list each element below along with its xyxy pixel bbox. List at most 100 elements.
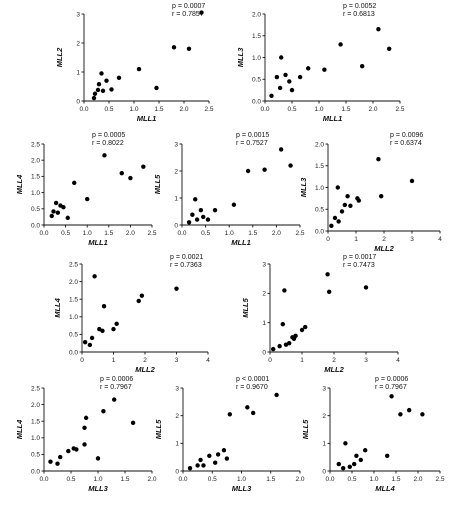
scatter-panel-10: 0.0 0.5 1.0 1.5 2.0 2.5 0 1 2 3 MLL4 MLL5 p = 0.0006… xyxy=(301,376,445,493)
y-axis-label: MLL4 xyxy=(15,419,24,439)
y-tick-label: 2.0 xyxy=(31,402,40,409)
y-tick-label: 0 xyxy=(322,468,326,475)
x-axis-label: MLL1 xyxy=(231,238,251,247)
x-tick-label: 0.0 xyxy=(178,476,187,483)
data-point xyxy=(100,88,106,94)
x-tick-label: 1.0 xyxy=(314,106,323,113)
p-value-label: p = 0.0096 xyxy=(390,132,423,139)
y-tick-label: 2.0 xyxy=(315,141,324,148)
x-tick-label: 0.5 xyxy=(201,230,210,237)
r-value-label: r = 0.6813 xyxy=(343,11,375,18)
data-point xyxy=(49,213,54,219)
x-axis-label: MLL3 xyxy=(232,484,252,493)
data-point xyxy=(245,405,250,410)
data-point xyxy=(288,163,293,168)
scatter-panel-1: 0.0 0.5 1.0 1.5 2.0 2.5 0 1 2 3 MLL1 MLL2 p = 0.0007… xyxy=(55,3,214,123)
y-tick-label: 0.5 xyxy=(315,207,324,214)
data-point xyxy=(325,272,330,277)
x-tick-label: 2.0 xyxy=(295,476,304,483)
x-tick-label: 0.5 xyxy=(61,230,70,237)
x-axis-label: MLL3 xyxy=(88,484,108,493)
x-tick-label: 0 xyxy=(326,236,330,243)
x-tick-label: 0.0 xyxy=(39,230,48,237)
data-point xyxy=(154,85,159,91)
data-point xyxy=(193,197,198,202)
data-point xyxy=(277,343,282,349)
x-tick-label: 1.0 xyxy=(369,476,378,483)
r-value-label: r = 0.7967 xyxy=(375,384,407,391)
scatter-panel-5: 0 1 2 3 4 0.0 0.5 1.0 1.5 2.0 MLL2 MLL3 p = 0.0096r … xyxy=(299,132,442,253)
data-point xyxy=(339,209,345,214)
y-tick-label: 0 xyxy=(262,349,266,356)
x-tick-label: 0.5 xyxy=(66,476,75,483)
data-point xyxy=(199,10,204,15)
y-tick-label: 0.0 xyxy=(31,222,40,229)
y-tick-label: 0.5 xyxy=(31,206,40,213)
x-tick-label: 3 xyxy=(175,357,179,364)
x-tick-label: 1.5 xyxy=(248,230,257,237)
data-point xyxy=(195,463,200,468)
data-point xyxy=(338,42,343,47)
x-tick-label: 0.0 xyxy=(325,476,334,483)
data-point xyxy=(271,346,276,352)
x-tick-label: 2.0 xyxy=(413,476,422,483)
x-tick-label: 1 xyxy=(354,236,358,243)
x-tick-label: 4 xyxy=(206,357,210,364)
data-point xyxy=(336,219,341,224)
data-point xyxy=(354,453,359,458)
p-value-label: p = 0.0005 xyxy=(92,132,125,139)
data-point xyxy=(376,157,381,162)
x-tick-label: 1.0 xyxy=(225,230,234,237)
data-point xyxy=(215,452,221,457)
x-axis-label: MLL4 xyxy=(375,484,395,493)
data-point xyxy=(112,397,117,402)
data-point xyxy=(287,79,292,84)
r-value-label: r = 0.9670 xyxy=(236,384,268,391)
x-tick-label: 0.0 xyxy=(177,230,186,237)
data-point xyxy=(387,46,392,51)
y-tick-label: 1.0 xyxy=(315,185,324,192)
y-tick-label: 1 xyxy=(76,69,80,76)
x-axis-label: MLL1 xyxy=(323,114,343,123)
data-point xyxy=(104,78,109,83)
y-tick-label: 3 xyxy=(175,385,179,392)
data-point xyxy=(306,66,311,71)
x-tick-label: 0.5 xyxy=(347,476,356,483)
y-tick-label: 2.0 xyxy=(252,11,261,18)
data-point xyxy=(99,71,104,76)
p-value-label: p = 0.0017 xyxy=(343,254,376,261)
x-axis-label: MLL1 xyxy=(137,114,157,123)
data-point xyxy=(343,441,348,446)
data-point xyxy=(109,87,114,92)
data-point xyxy=(61,204,66,210)
data-point xyxy=(360,63,365,69)
x-tick-label: 1.5 xyxy=(104,230,113,237)
data-point xyxy=(407,407,412,413)
y-tick-label: 1.5 xyxy=(252,33,261,40)
y-tick-label: 2.5 xyxy=(69,261,78,268)
y-tick-label: 2.0 xyxy=(69,279,78,286)
x-tick-label: 0.0 xyxy=(260,106,269,113)
data-point xyxy=(303,324,308,330)
data-point xyxy=(201,214,206,220)
data-point xyxy=(87,342,93,348)
y-tick-label: 1 xyxy=(262,320,266,327)
data-point xyxy=(66,448,71,454)
y-axis-label: MLL5 xyxy=(241,297,250,317)
y-axis-label: MLL5 xyxy=(301,419,310,439)
x-tick-label: 0.0 xyxy=(79,106,88,113)
x-tick-label: 1.0 xyxy=(237,476,246,483)
data-point xyxy=(379,194,384,199)
x-tick-label: 0 xyxy=(80,357,84,364)
data-point xyxy=(51,209,56,214)
data-point xyxy=(282,288,287,293)
x-tick-label: 2.0 xyxy=(126,230,135,237)
data-point xyxy=(341,466,346,471)
y-tick-label: 0.5 xyxy=(31,452,40,459)
data-point xyxy=(95,87,101,93)
data-point xyxy=(356,198,361,203)
y-tick-label: 2.5 xyxy=(31,141,40,148)
x-tick-label: 1 xyxy=(112,357,116,364)
